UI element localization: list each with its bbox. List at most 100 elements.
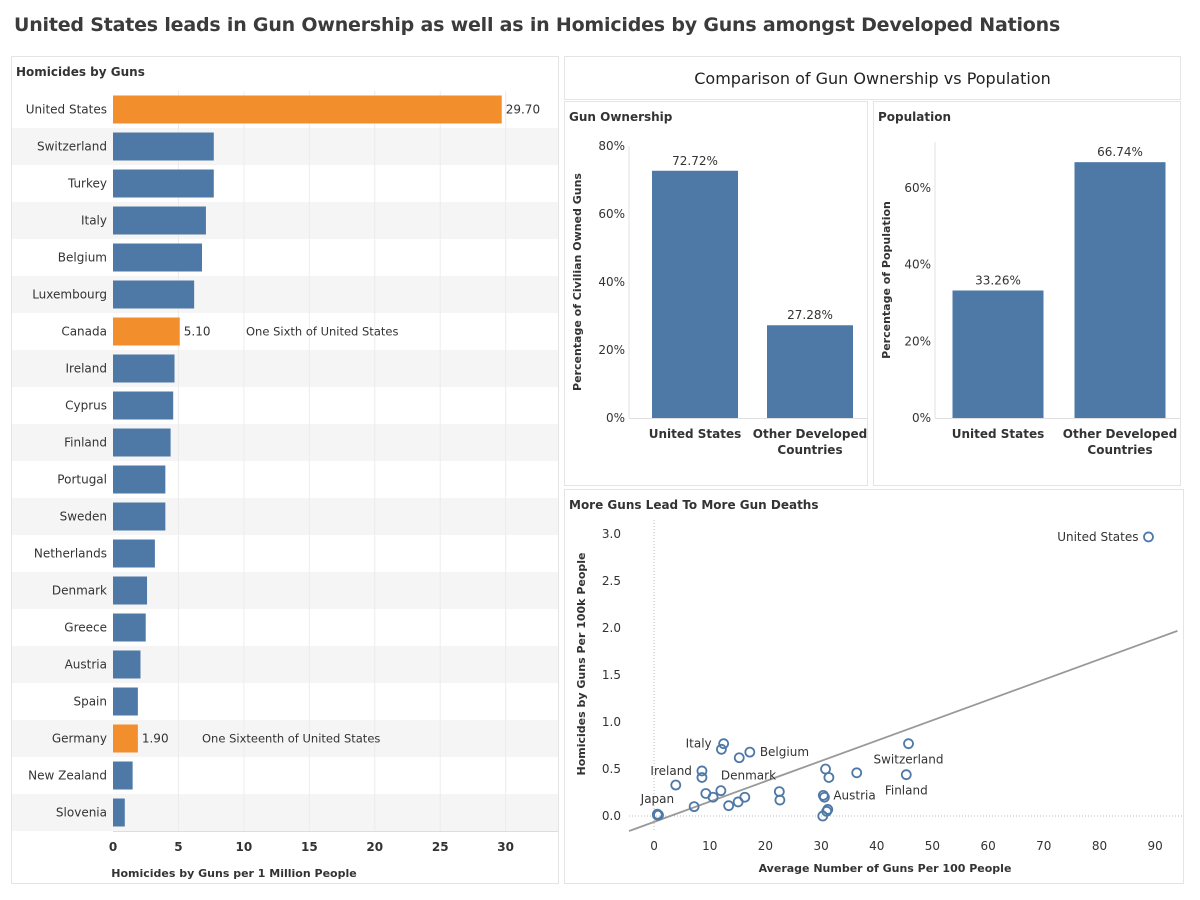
point-14[interactable] <box>732 796 744 808</box>
scatter-panel: More Guns Lead To More Gun Deaths 0.0 0.5… <box>564 489 1184 884</box>
bar-turkey[interactable] <box>113 169 214 198</box>
row-band <box>12 424 558 461</box>
bar-ireland[interactable] <box>113 354 175 383</box>
bar-austria[interactable] <box>113 650 141 679</box>
point-12[interactable] <box>707 791 719 803</box>
bar-slovenia[interactable] <box>113 798 125 827</box>
point-26[interactable] <box>817 810 829 822</box>
bar-netherlands[interactable] <box>113 539 155 568</box>
bar-germany[interactable] <box>113 724 138 753</box>
row-band <box>12 350 558 387</box>
x-tick-30: 30 <box>497 840 514 854</box>
point-15[interactable] <box>723 800 735 812</box>
point-10[interactable] <box>670 779 682 791</box>
trend-line <box>628 630 1178 832</box>
data-label-united-states: 29.70 <box>506 103 540 117</box>
category-label-other-developed-countries-1: Countries <box>777 443 842 457</box>
y-tick-40: 40% <box>904 258 931 272</box>
y-axis-title: Percentage of Population <box>880 201 893 359</box>
gun-ownership-bar-chart[interactable]: 0% 20% 40% 60% 80% Percentage of Civilian Own… <box>565 102 867 485</box>
x-tick-60: 60 <box>980 839 995 853</box>
gun-ownership-panel-title: Gun Ownership <box>569 110 673 124</box>
x-tick-90: 90 <box>1148 839 1163 853</box>
data-label-germany: 1.90 <box>142 732 169 746</box>
bar-italy[interactable] <box>113 206 206 235</box>
point-finland[interactable] <box>900 769 912 781</box>
point-label-united-states: United States <box>1057 530 1138 544</box>
bar-spain[interactable] <box>113 687 138 716</box>
point-label-denmark: Denmark <box>721 769 776 783</box>
bar-portugal[interactable] <box>113 465 166 494</box>
point-18[interactable] <box>823 772 835 783</box>
category-label-united-states: United States <box>26 103 107 117</box>
homicides-bar-chart[interactable]: United States 29.70 Switzerland Turkey Italy… <box>12 57 558 883</box>
bar-sweden[interactable] <box>113 502 166 531</box>
guns-vs-deaths-scatter[interactable]: 0.0 0.5 1.0 1.5 2.0 2.5 3.0 0 10 20 30 40 50 60 70 80 90… <box>565 490 1183 883</box>
y-tick-2-5: 2.5 <box>602 574 621 588</box>
point-21[interactable] <box>819 791 830 803</box>
bar-canada[interactable] <box>113 317 180 346</box>
category-label-united-states-0: United States <box>952 427 1045 441</box>
point-19[interactable] <box>851 767 863 779</box>
category-label-ireland: Ireland <box>65 362 107 376</box>
bar-greece[interactable] <box>113 613 146 642</box>
point-label-finland: Finland <box>885 784 928 798</box>
point-switzerland[interactable] <box>903 738 914 750</box>
point-label-ireland: Ireland <box>650 764 692 778</box>
x-tick-10: 10 <box>236 840 253 854</box>
category-label-austria: Austria <box>65 658 107 672</box>
bar-switzerland[interactable] <box>113 132 214 161</box>
bar-denmark[interactable] <box>113 576 148 605</box>
population-bar-chart[interactable]: 0% 20% 40% 60% Percentage of Population 33.26… <box>874 102 1180 485</box>
point-8[interactable] <box>696 772 708 783</box>
point-denmark[interactable] <box>715 785 727 797</box>
comparison-header: Comparison of Gun Ownership vs Populatio… <box>564 56 1181 100</box>
bar-new-zealand[interactable] <box>113 761 133 790</box>
y-axis-title: Homicides by Guns Per 100k People <box>575 552 588 775</box>
x-tick-80: 80 <box>1092 839 1107 853</box>
bar-united-states[interactable] <box>952 290 1044 418</box>
category-label-switzerland: Switzerland <box>37 140 107 154</box>
point-29[interactable] <box>653 809 664 821</box>
point-label-italy: Italy <box>686 737 712 751</box>
x-tick-25: 25 <box>432 840 449 854</box>
row-band <box>12 276 558 313</box>
scatter-panel-title: More Guns Lead To More Gun Deaths <box>569 498 819 512</box>
y-tick-3-0: 3.0 <box>602 527 621 541</box>
comparison-header-title: Comparison of Gun Ownership vs Populatio… <box>694 68 1051 88</box>
row-band <box>12 720 558 757</box>
x-tick-0: 0 <box>109 840 117 854</box>
point-23[interactable] <box>774 794 786 806</box>
homicides-panel-title: Homicides by Guns <box>16 65 145 79</box>
bar-united-states[interactable] <box>652 170 738 418</box>
bar-united-states[interactable] <box>113 95 502 124</box>
y-tick-20: 20% <box>598 343 625 357</box>
row-band <box>12 794 558 831</box>
point-4[interactable] <box>716 743 727 755</box>
bar-luxembourg[interactable] <box>113 280 195 309</box>
category-label-greece: Greece <box>64 621 107 635</box>
point-6[interactable] <box>733 752 745 764</box>
point-label-austria: Austria <box>833 788 875 802</box>
y-tick-40: 40% <box>598 275 625 289</box>
annotation-canada: One Sixth of United States <box>246 325 398 339</box>
data-label-united-states: 72.72% <box>672 154 718 168</box>
bar-other-developed-countries[interactable] <box>767 325 853 418</box>
category-label-united-states-0: United States <box>649 427 742 441</box>
category-label-slovenia: Slovenia <box>56 806 107 820</box>
bar-belgium[interactable] <box>113 243 202 272</box>
y-tick-0-0: 0.0 <box>602 809 621 823</box>
point-ireland[interactable] <box>696 765 708 777</box>
point-italy[interactable] <box>718 738 730 750</box>
bar-cyprus[interactable] <box>113 391 174 420</box>
point-united-states[interactable] <box>1143 531 1154 543</box>
point-belgium[interactable] <box>744 746 756 758</box>
point-16[interactable] <box>688 801 700 813</box>
x-axis-title: Homicides by Guns per 1 Million People <box>111 867 356 880</box>
y-tick-1-0: 1.0 <box>602 715 621 729</box>
point-label-belgium: Belgium <box>760 745 809 759</box>
bar-other-developed-countries[interactable] <box>1074 162 1166 418</box>
y-tick-60: 60% <box>598 207 625 221</box>
category-label-denmark: Denmark <box>52 584 107 598</box>
bar-finland[interactable] <box>113 428 171 457</box>
